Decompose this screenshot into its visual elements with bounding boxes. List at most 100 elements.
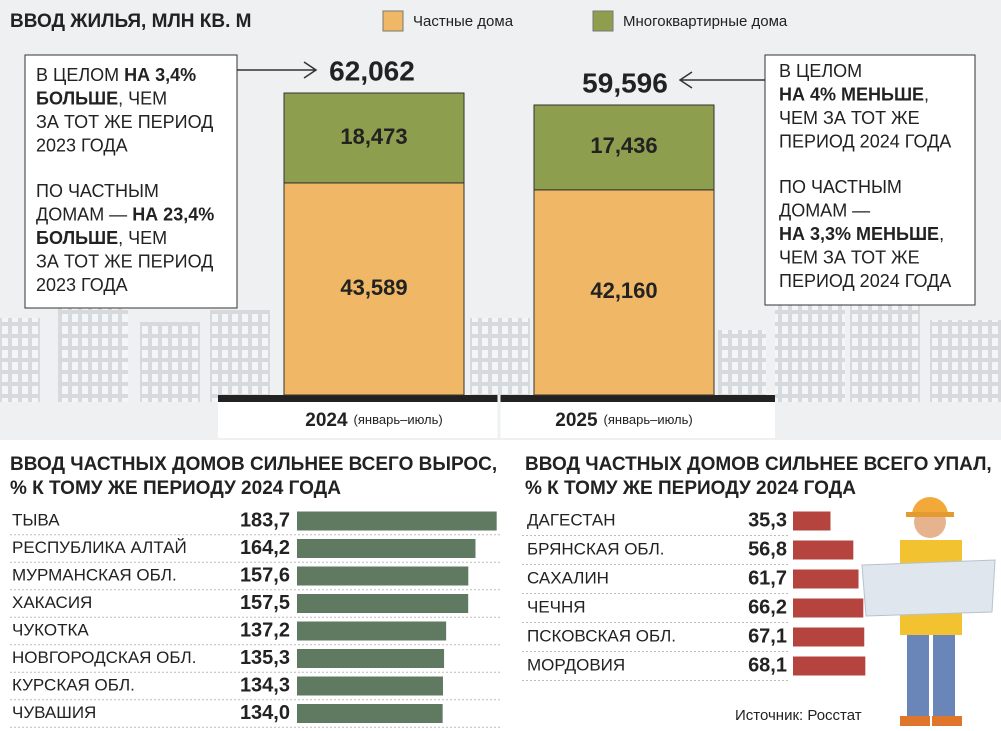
annotation-line: ЧЕМ ЗА ТОТ ЖЕ xyxy=(779,247,920,267)
value-label: 66,2 xyxy=(748,596,787,618)
annotation-text: ПЕРИОД 2024 ГОДА xyxy=(779,131,951,151)
chart-title: ВВОД ЧАСТНЫХ ДОМОВ СИЛЬНЕЕ ВСЕГО УПАЛ, xyxy=(525,454,992,475)
bar xyxy=(793,569,859,589)
category-label: ЧЕЧНЯ xyxy=(527,597,586,616)
bar xyxy=(297,649,445,668)
category-label: НОВГОРОДСКАЯ ОБЛ. xyxy=(12,648,196,667)
value-label: 157,5 xyxy=(240,592,290,614)
value-label: 164,2 xyxy=(240,537,290,559)
annotation-text: , xyxy=(924,84,929,104)
x-tick-label: 2025 (январь–июль) xyxy=(555,410,692,431)
annotation-line: В ЦЕЛОМ xyxy=(779,61,862,81)
bar-segment xyxy=(533,189,715,396)
chart-title: ВВОД ЖИЛЬЯ, МЛН КВ. М xyxy=(10,11,251,32)
category-label: БРЯНСКАЯ ОБЛ. xyxy=(527,539,664,558)
annotation-line: ДОМАМ — НА 23,4% xyxy=(36,204,214,224)
annotation-text: В ЦЕЛОМ xyxy=(779,61,862,81)
annotation-line: В ЦЕЛОМ НА 3,4% xyxy=(36,65,196,85)
category-note: (январь–июль) xyxy=(604,412,693,427)
value-label: 61,7 xyxy=(748,567,787,589)
annotation-text: НА 4% МЕНЬШЕ xyxy=(779,84,924,104)
value-label: 68,1 xyxy=(748,654,787,676)
bar xyxy=(793,656,866,676)
annotation-text: ПО ЧАСТНЫМ xyxy=(779,177,902,197)
bar-segment xyxy=(283,182,465,396)
value-label: 67,1 xyxy=(748,625,787,647)
bar xyxy=(297,539,476,558)
value-label: 183,7 xyxy=(240,509,290,531)
category: 2025 xyxy=(555,410,598,431)
category-note: (январь–июль) xyxy=(354,412,443,427)
category-label: МОРДОВИЯ xyxy=(527,655,625,674)
annotation-line: ПО ЧАСТНЫМ xyxy=(36,181,159,201)
annotation-text: ПЕРИОД 2024 ГОДА xyxy=(779,271,951,291)
annotation-text: ЧЕМ ЗА ТОТ ЖЕ xyxy=(779,247,920,267)
annotation-text: БОЛЬШЕ xyxy=(36,88,118,108)
bar xyxy=(793,598,864,618)
category-label: ХАКАСИЯ xyxy=(12,593,92,612)
label-band xyxy=(218,402,775,438)
bar xyxy=(297,511,497,531)
annotation-box xyxy=(764,54,976,306)
annotation-line: БОЛЬШЕ, ЧЕМ xyxy=(36,228,167,248)
category: 2024 xyxy=(305,410,348,431)
annotation-text: ЗА ТОТ ЖЕ ПЕРИОД xyxy=(36,251,213,271)
value-label: 137,2 xyxy=(240,619,290,641)
value-label: 134,3 xyxy=(240,674,290,696)
annotation-line: НА 4% МЕНЬШЕ, xyxy=(779,84,929,104)
category-label: ЧУКОТКА xyxy=(12,620,89,639)
chart-title: ВВОД ЧАСТНЫХ ДОМОВ СИЛЬНЕЕ ВСЕГО ВЫРОС, xyxy=(10,454,497,475)
annotation-text: НА 23,4% xyxy=(132,204,214,224)
annotation-text: ЗА ТОТ ЖЕ ПЕРИОД xyxy=(36,112,213,132)
value-label: 135,3 xyxy=(240,647,290,669)
category-label: МУРМАНСКАЯ ОБЛ. xyxy=(12,565,177,584)
bar xyxy=(793,540,854,560)
annotation-text: , ЧЕМ xyxy=(118,88,167,108)
bar xyxy=(793,627,865,647)
source: Источник: Росстат xyxy=(735,707,862,724)
value-label: 42,160 xyxy=(590,278,657,303)
annotation-line: ДОМАМ — xyxy=(779,200,870,220)
category-label: ЧУВАШИЯ xyxy=(12,703,96,722)
annotation-line: 2023 ГОДА xyxy=(36,275,128,295)
annotation-line: НА 3,3% МЕНЬШЕ, xyxy=(779,224,944,244)
value-label: 157,6 xyxy=(240,564,290,586)
x-tick-label: 2024 (январь–июль) xyxy=(305,410,442,431)
baseline xyxy=(218,395,775,402)
annotation-text: В ЦЕЛОМ xyxy=(36,65,124,85)
category-label: ТЫВА xyxy=(12,510,60,529)
total-label: 62,062 xyxy=(329,55,415,86)
category-label: САХАЛИН xyxy=(527,568,609,587)
bar xyxy=(297,704,443,723)
value-label: 43,589 xyxy=(340,275,407,300)
chart-title: % К ТОМУ ЖЕ ПЕРИОДУ 2024 ГОДА xyxy=(10,478,341,499)
category-label: РЕСПУБЛИКА АЛТАЙ xyxy=(12,538,187,557)
category-label: КУРСКАЯ ОБЛ. xyxy=(12,675,135,694)
buildings xyxy=(0,300,1001,402)
total-label: 59,596 xyxy=(582,67,668,98)
annotation-text: , xyxy=(939,224,944,244)
annotation-line: БОЛЬШЕ, ЧЕМ xyxy=(36,88,167,108)
annotation-line: 2023 ГОДА xyxy=(36,135,128,155)
annotation-line: ПЕРИОД 2024 ГОДА xyxy=(779,131,951,151)
bar-segment xyxy=(283,92,465,184)
annotation-line: ЧЕМ ЗА ТОТ ЖЕ xyxy=(779,108,920,128)
bar xyxy=(297,566,469,586)
category-label: ДАГЕСТАН xyxy=(527,510,616,529)
value-label: 134,0 xyxy=(240,702,290,724)
worker xyxy=(861,497,996,726)
annotation-text: ДОМАМ — xyxy=(36,204,132,224)
legend-label: Многоквартирные дома xyxy=(623,13,788,30)
value-label: 56,8 xyxy=(748,538,787,560)
annotation-text: ДОМАМ — xyxy=(779,200,870,220)
bar-segment xyxy=(533,104,715,191)
legend-swatch xyxy=(592,10,614,32)
annotation-line: ЗА ТОТ ЖЕ ПЕРИОД xyxy=(36,112,213,132)
annotation-line: ПЕРИОД 2024 ГОДА xyxy=(779,271,951,291)
category-label: ПСКОВСКАЯ ОБЛ. xyxy=(527,626,676,645)
annotation-line: ЗА ТОТ ЖЕ ПЕРИОД xyxy=(36,251,213,271)
bar xyxy=(297,621,447,641)
value-label: 35,3 xyxy=(748,509,787,531)
annotation-line: ПО ЧАСТНЫМ xyxy=(779,177,902,197)
